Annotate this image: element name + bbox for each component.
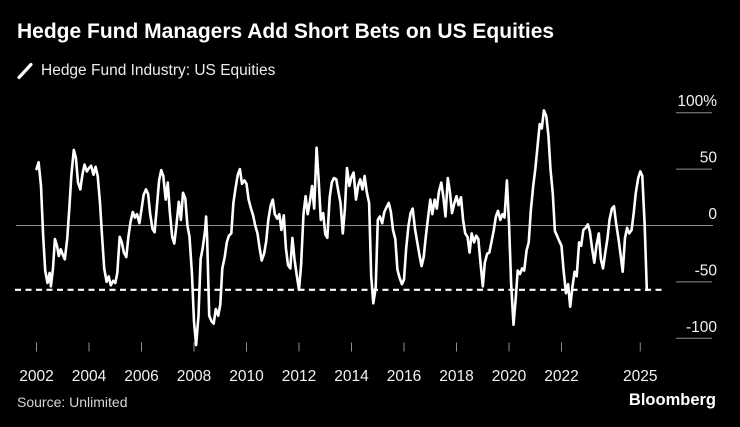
- y-axis: 100% 50 0 -50 -100: [676, 93, 718, 339]
- y-axis-tick-label: 0: [708, 206, 717, 223]
- y-axis-tick-label: 50: [700, 150, 718, 167]
- bloomberg-logo: Bloomberg: [628, 391, 716, 409]
- line-series-icon: [17, 62, 33, 80]
- x-axis-tick-label: 2008: [177, 368, 211, 385]
- y-axis-tick-label: -50: [695, 262, 718, 279]
- source-label: Source: Unlimited: [17, 394, 128, 410]
- x-axis-tick-label: 2025: [623, 368, 657, 385]
- x-axis-tick-label: 2014: [334, 368, 369, 385]
- y-axis-tick-label: -100: [686, 319, 717, 336]
- x-axis-tick-label: 2002: [19, 368, 53, 385]
- x-axis-tick-label: 2016: [387, 368, 421, 385]
- series-line: [35, 109, 649, 347]
- x-axis-tick-label: 2020: [492, 368, 527, 385]
- legend-series-label: Hedge Fund Industry: US Equities: [41, 62, 276, 79]
- x-axis-tick-label: 2018: [439, 368, 473, 385]
- legend: Hedge Fund Industry: US Equities: [17, 62, 275, 80]
- chart-title: Hedge Fund Managers Add Short Bets on US…: [17, 20, 555, 43]
- x-axis-tick-label: 2006: [124, 368, 158, 385]
- x-axis: 2002 2004 2006 2008 2010 2012 2014 2016 2018 2020…: [19, 342, 657, 385]
- y-axis-tick-label: 100%: [677, 93, 717, 110]
- x-axis-tick-label: 2012: [282, 368, 316, 385]
- x-axis-tick-label: 2004: [72, 368, 107, 385]
- x-axis-tick-label: 2010: [229, 368, 264, 385]
- x-axis-tick-label: 2022: [544, 368, 578, 385]
